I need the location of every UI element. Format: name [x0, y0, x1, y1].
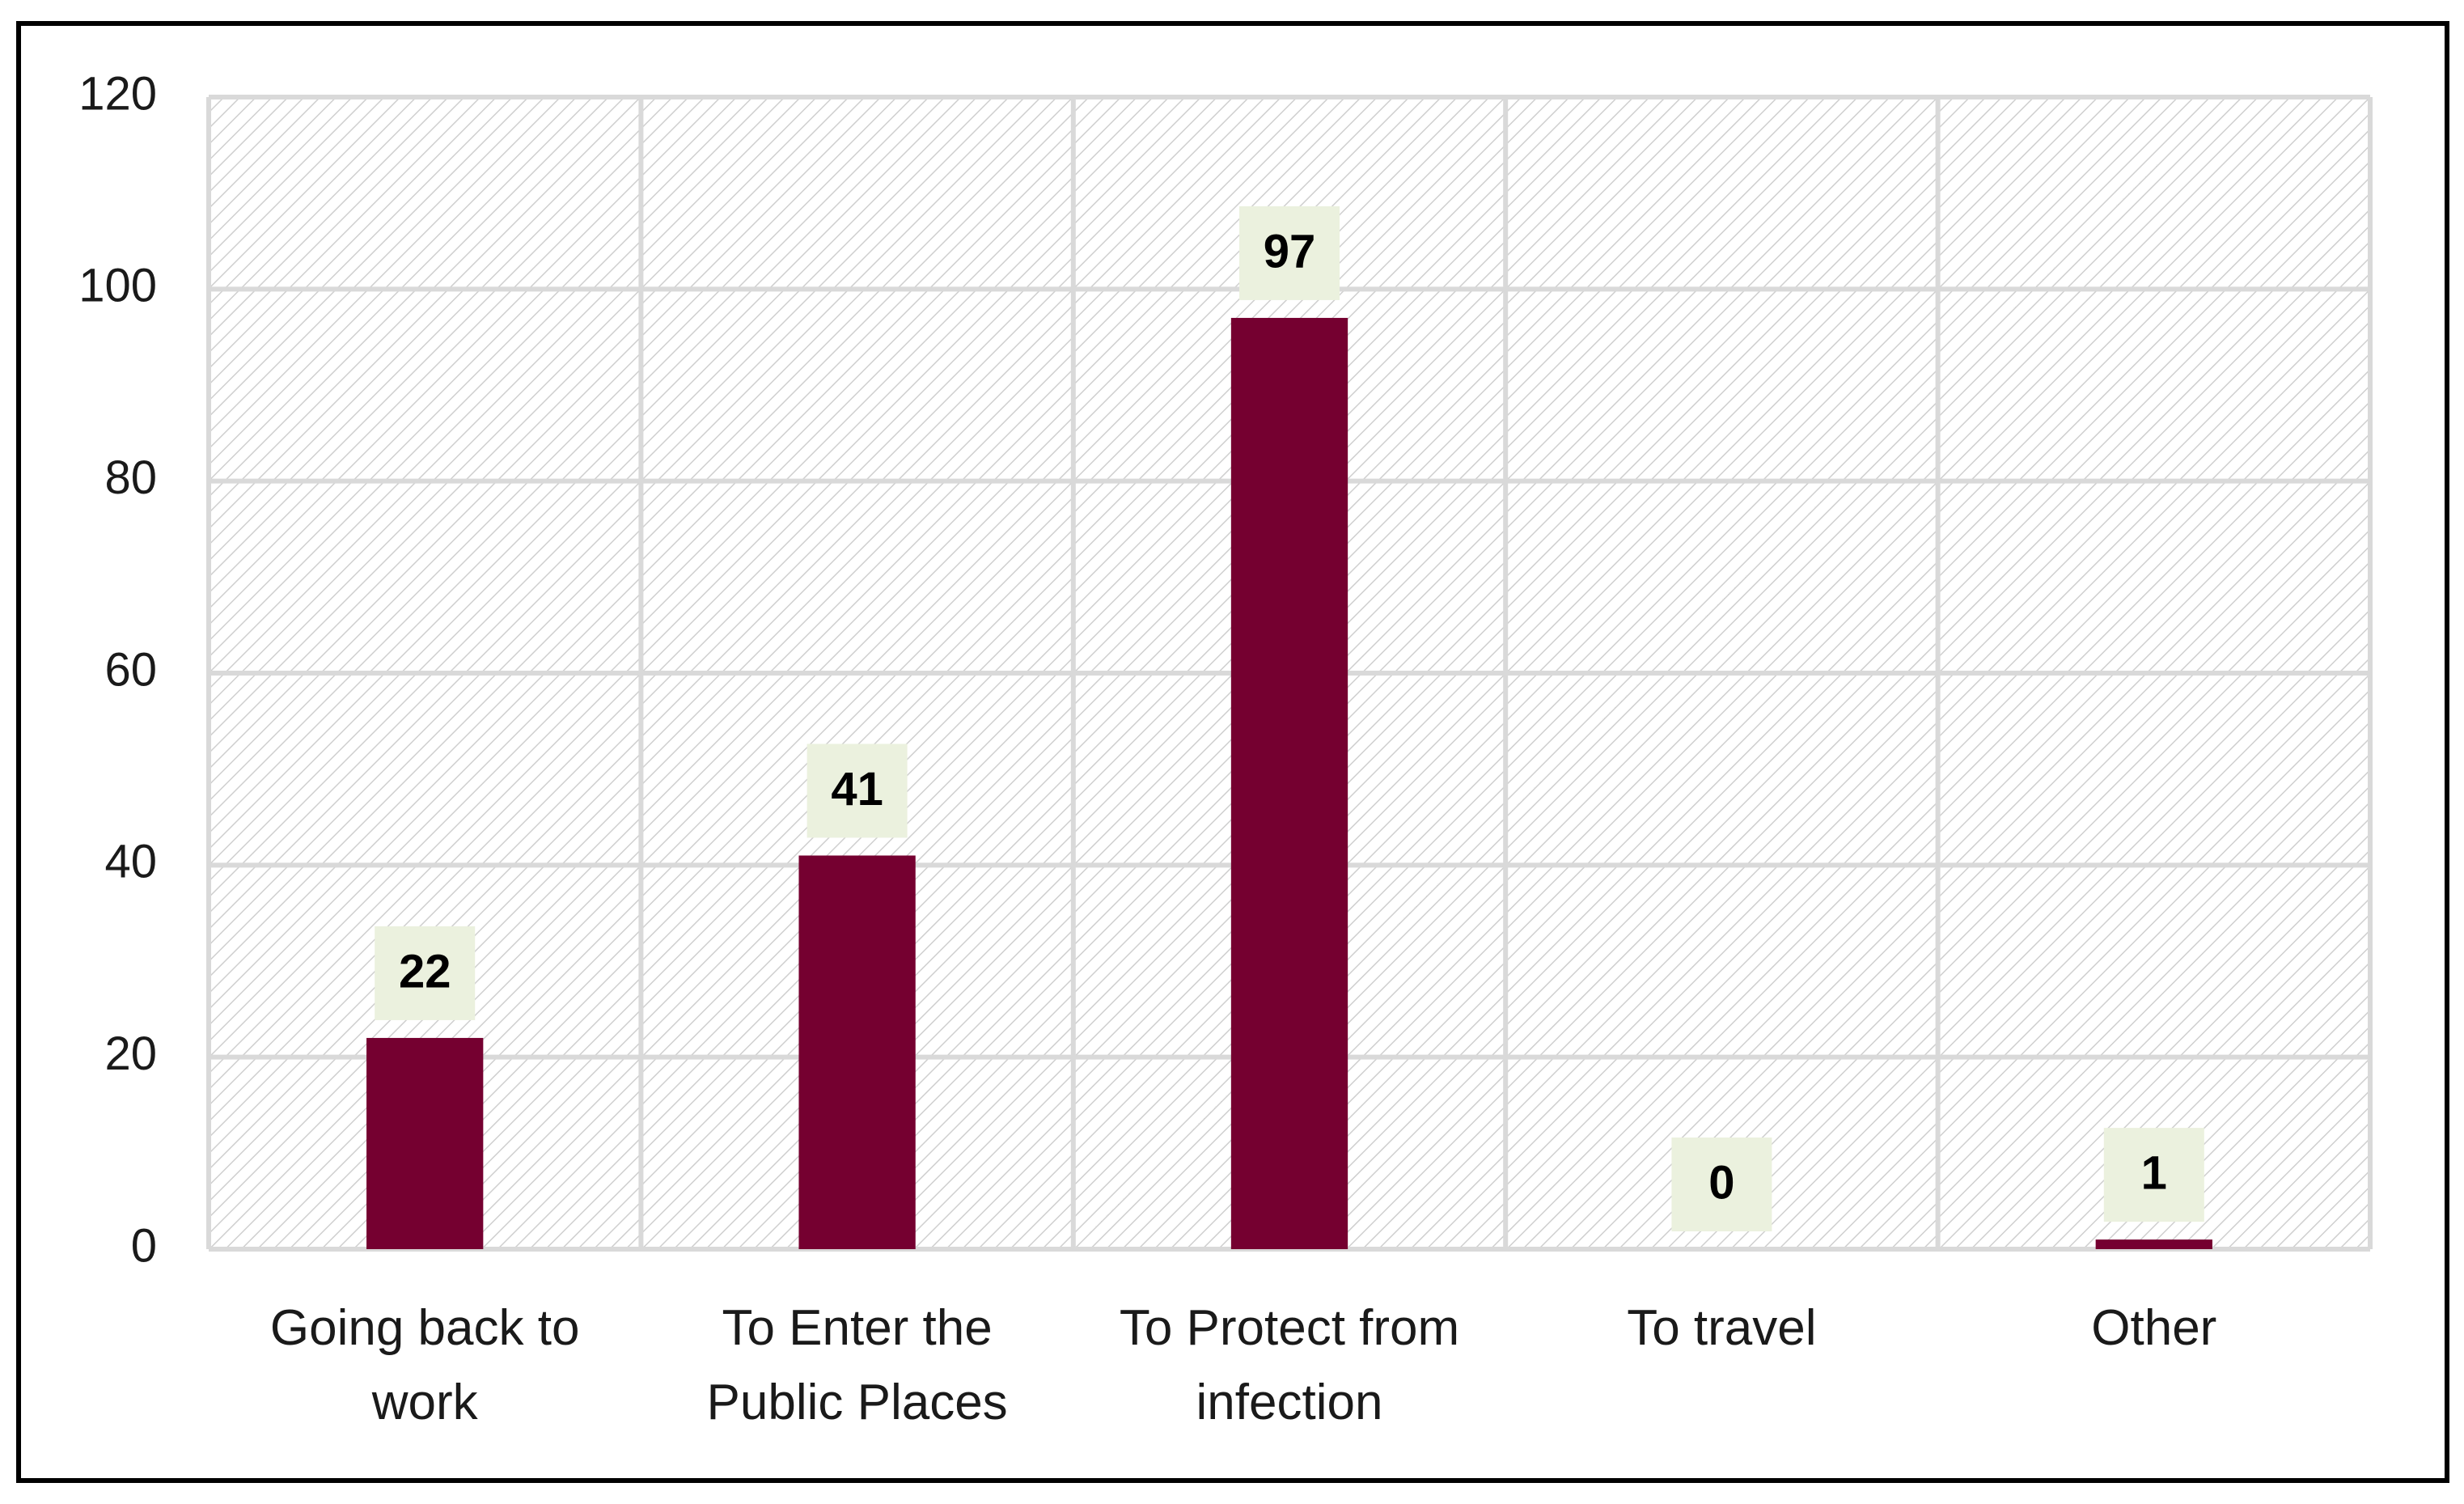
- x-tick-label: Going back to work: [269, 1300, 580, 1430]
- bar: [798, 855, 916, 1249]
- bar: [1230, 317, 1348, 1249]
- data-label: 0: [1708, 1156, 1734, 1209]
- data-label: 97: [1264, 225, 1316, 277]
- y-tick-label: 80: [104, 451, 157, 504]
- y-tick-label: 20: [104, 1027, 157, 1080]
- y-tick-label: 40: [104, 836, 157, 888]
- x-tick-label: Other: [2091, 1300, 2217, 1356]
- y-tick-label: 100: [78, 260, 157, 312]
- x-tick-label: To Enter the Public Places: [706, 1300, 1008, 1430]
- y-tick-label: 60: [104, 643, 157, 696]
- data-label-background: [807, 744, 908, 838]
- x-tick-label: To travel: [1627, 1300, 1817, 1356]
- bar: [2095, 1239, 2212, 1249]
- data-label: 41: [831, 763, 883, 816]
- data-label-background: [2103, 1128, 2204, 1222]
- data-label-background: [375, 926, 476, 1020]
- data-label-background: [1671, 1138, 1772, 1231]
- x-tick-label: To Protect from infection: [1119, 1300, 1460, 1430]
- data-label-background: [1239, 205, 1340, 300]
- bar: [366, 1037, 484, 1249]
- data-label: 22: [399, 945, 451, 998]
- y-tick-label: 0: [131, 1219, 157, 1272]
- y-tick-label: 120: [78, 67, 157, 120]
- data-label: 1: [2141, 1146, 2167, 1199]
